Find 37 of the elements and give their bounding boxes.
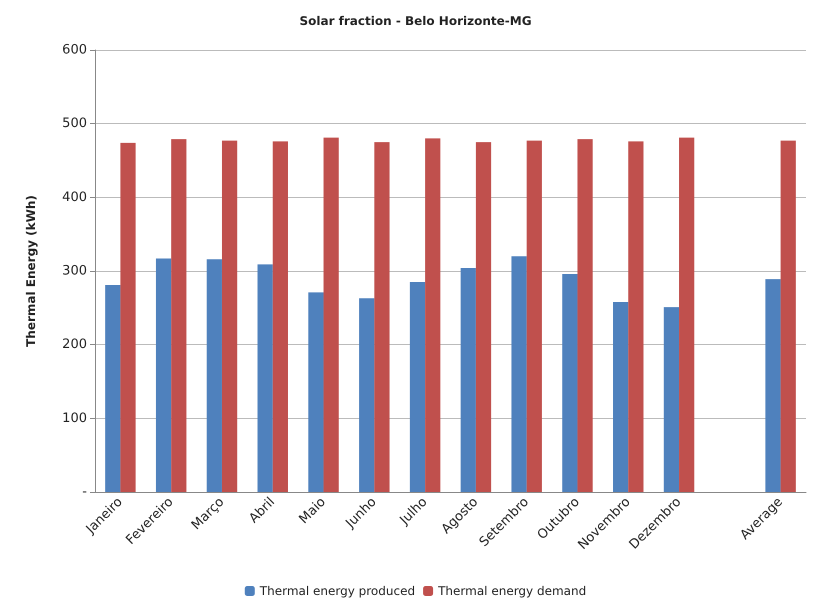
y-tick-label: 100 [62,410,87,426]
bar [679,138,694,492]
bar [526,140,542,492]
bar [324,138,339,492]
legend-label: Thermal energy produced [258,584,416,598]
bar [272,141,288,492]
bar [120,142,136,492]
bar [374,142,390,492]
bar [511,256,527,492]
y-axis-title: Thermal Energy (kWh) [24,195,38,347]
bar [308,292,324,492]
y-tick-label: - [82,484,88,500]
bar [577,139,593,492]
bar [562,274,578,492]
y-tick-label: 600 [62,42,87,58]
legend-label: Thermal energy demand [437,584,586,598]
bar [664,307,680,492]
bar [258,264,273,492]
y-tick-label: 300 [62,264,87,278]
bar [460,268,476,492]
bar [156,258,172,492]
bar [105,284,120,492]
bar [613,302,628,492]
bar [359,298,374,492]
bar [222,140,238,492]
bar [410,282,426,492]
chart-title: Solar fraction - Belo Horizonte-MG [299,14,532,28]
y-tick-label: 200 [62,337,87,352]
bar [765,279,781,492]
bar [425,138,440,492]
bar [780,140,796,492]
y-tick-label: 400 [62,190,87,205]
y-tick-label: 500 [62,116,87,132]
bar [171,139,186,492]
bar [206,259,222,492]
bar [628,141,644,492]
bar [476,142,492,492]
